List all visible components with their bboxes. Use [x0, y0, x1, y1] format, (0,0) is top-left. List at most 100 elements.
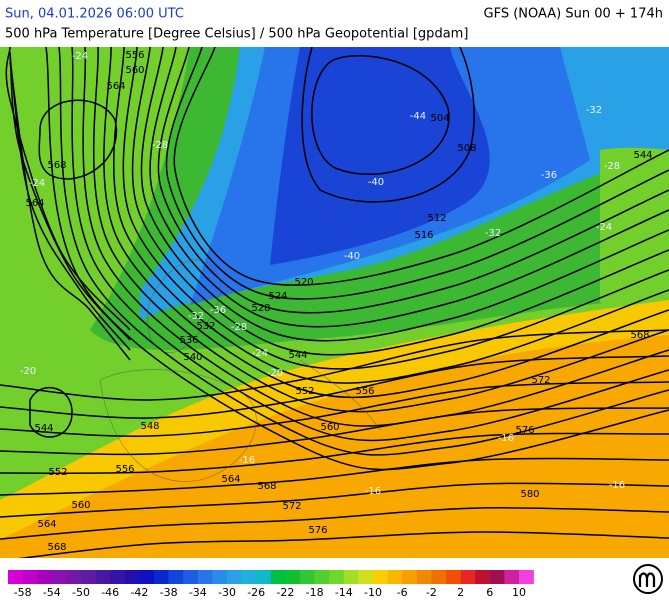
- colorbar-tick-label: -6: [397, 586, 408, 599]
- contour-label: 568: [47, 542, 66, 553]
- contour-label: 576: [515, 425, 534, 436]
- temperature-label: -24: [72, 51, 88, 62]
- contour: [122, 47, 669, 370]
- contour-label: 540: [183, 352, 202, 363]
- contour: [157, 47, 669, 314]
- colorbar-tick-label: -42: [130, 586, 148, 599]
- temperature-label: -28: [604, 161, 620, 172]
- contour-label: 532: [196, 321, 215, 332]
- contour: [82, 47, 669, 427]
- temperature-label: -40: [368, 177, 384, 188]
- contour-label: 512: [427, 213, 446, 224]
- colorbar-swatch: [504, 570, 520, 584]
- contour-label: 508: [457, 143, 476, 154]
- temperature-label: -32: [485, 228, 501, 239]
- contour-label: 524: [268, 291, 287, 302]
- colorbar-swatch: [51, 570, 67, 584]
- contour-label: 568: [47, 160, 66, 171]
- contour: [301, 47, 475, 203]
- contour: [9, 51, 131, 341]
- contour-label: 536: [179, 335, 198, 346]
- colorbar-swatch: [95, 570, 111, 584]
- contour-label: 564: [221, 474, 240, 485]
- temperature-label: -36: [541, 170, 557, 181]
- colorbar-tick-label: -50: [72, 586, 90, 599]
- date: Sun, 04.01.2026 06:00 UTC: [5, 7, 184, 22]
- colorbar-swatch: [343, 570, 359, 584]
- contour-label: 572: [282, 501, 301, 512]
- temperature-label: -20: [20, 366, 36, 377]
- contour: [45, 47, 669, 471]
- contour-label: 556: [125, 50, 144, 61]
- temperature-label: -20: [267, 368, 283, 379]
- contour-label: 564: [37, 519, 56, 530]
- contour: [5, 47, 131, 331]
- colorbar-swatch: [431, 570, 447, 584]
- colorbar-tick-label: 2: [457, 586, 464, 599]
- colorbar-swatch: [22, 570, 38, 584]
- contour: [131, 47, 669, 356]
- colorbar-swatch: [81, 570, 96, 584]
- colorbar-swatch: [256, 570, 272, 584]
- temperature-label: -16: [239, 455, 255, 466]
- contour-label: 556: [115, 464, 134, 475]
- colorbar-tick-label: 10: [512, 586, 526, 599]
- contour-label: 556: [355, 386, 374, 397]
- colorbar-swatch: [37, 570, 53, 584]
- colorbar-swatch: [227, 570, 242, 584]
- subtitle: 500 hPa Temperature [Degree Celsius] / 5…: [5, 27, 468, 42]
- contour: [9, 61, 131, 361]
- contour: [0, 482, 669, 518]
- contour-label: 560: [71, 500, 90, 511]
- contour-label: 572: [531, 375, 550, 386]
- contour: [9, 56, 131, 351]
- colorbar-swatch: [110, 570, 126, 584]
- colorbar-swatch: [124, 570, 140, 584]
- temperature-label: -24: [29, 178, 45, 189]
- contour: [165, 47, 669, 300]
- colorbar-swatch: [358, 570, 374, 584]
- colorbar-swatch: [168, 570, 184, 584]
- deep-blue-region: [270, 47, 490, 265]
- colorbar-swatch: [154, 570, 169, 584]
- colorbar-swatch: [387, 570, 403, 584]
- temperature-label: -24: [252, 348, 268, 359]
- colorbar-swatch: [489, 570, 505, 584]
- coastline: [99, 369, 257, 482]
- contour: [0, 457, 669, 496]
- colorbar-swatch: [270, 570, 286, 584]
- colorbar-swatch: [8, 570, 23, 584]
- contour-label: 504: [430, 113, 449, 124]
- temperature-label: -28: [231, 322, 247, 333]
- contour-label: 560: [125, 65, 144, 76]
- colorbar-tick-label: -10: [364, 586, 382, 599]
- colorbar-swatch: [460, 570, 476, 584]
- contour: [38, 99, 118, 180]
- contour-label: 564: [106, 81, 125, 92]
- colorbar-swatch: [446, 570, 461, 584]
- colorbar-tick-label: 6: [486, 586, 493, 599]
- contour: [58, 47, 669, 456]
- colorbar-tick-label: -26: [247, 586, 265, 599]
- contour: [29, 386, 73, 438]
- contour: [0, 381, 669, 437]
- geopotential-contours: [0, 47, 669, 558]
- contour-label: 548: [140, 421, 159, 432]
- contour-label: 580: [520, 489, 539, 500]
- temperature-label: -44: [410, 111, 426, 122]
- colorbar-tick-label: -34: [189, 586, 207, 599]
- contour: [311, 55, 450, 176]
- contour-label: 564: [25, 198, 44, 209]
- model: GFS (NOAA) Sun 00 + 174h: [484, 7, 663, 22]
- colorbar-tick-label: -30: [218, 586, 236, 599]
- colorbar-swatch: [373, 570, 388, 584]
- contour: [71, 47, 669, 442]
- contour: [0, 355, 669, 419]
- contour: [140, 47, 669, 342]
- temperature-label: -36: [210, 305, 226, 316]
- orange-region: [0, 335, 669, 558]
- contour-label: 568: [257, 481, 276, 492]
- contour: [113, 47, 669, 384]
- contour: [0, 407, 669, 456]
